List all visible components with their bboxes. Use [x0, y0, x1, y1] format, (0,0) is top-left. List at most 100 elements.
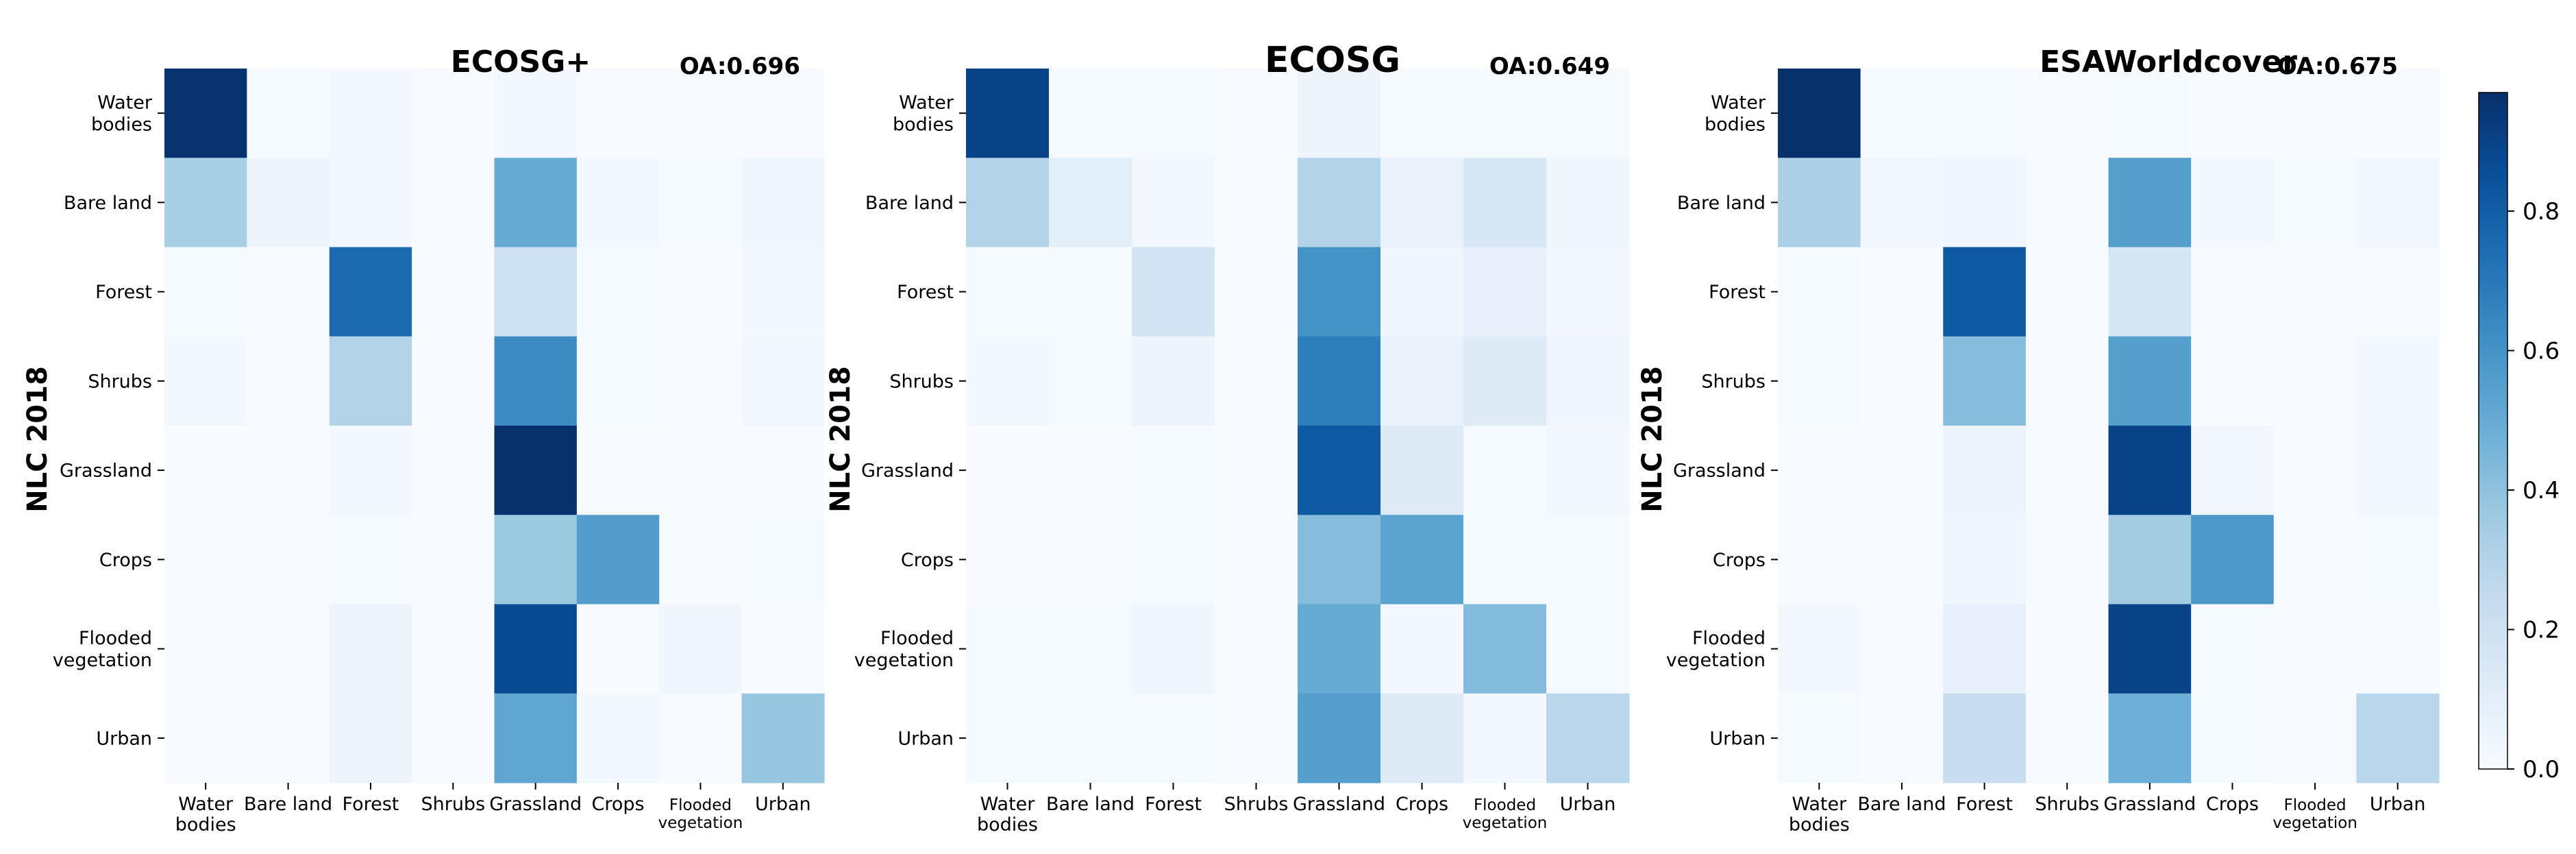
x-tick-label: Bare land — [1046, 794, 1135, 815]
heatmap-cell — [164, 604, 247, 694]
heatmap-cell — [1860, 69, 1944, 158]
heatmap-cell — [2273, 693, 2357, 783]
heatmap-cell — [1298, 604, 1381, 694]
heatmap-cell — [1463, 69, 1547, 158]
heatmap-cell — [1860, 426, 1944, 515]
heatmap-cell — [2025, 604, 2109, 694]
x-tick-label: Forest — [1956, 794, 2013, 815]
heatmap-cell — [1132, 247, 1215, 337]
x-tick-label-line: Shrubs — [421, 794, 485, 815]
y-tick-label: Crops — [901, 550, 954, 571]
colorbar-tick-label: 0.6 — [2523, 337, 2560, 365]
x-tick-label-line: vegetation — [2272, 814, 2357, 832]
heatmap-cell — [494, 69, 578, 158]
heatmap-cell — [329, 247, 412, 337]
heatmap-cell — [1778, 515, 1861, 605]
y-tick-label-line: Bare land — [64, 193, 152, 214]
heatmap-cell — [1380, 336, 1464, 426]
heatmap-cell — [2356, 604, 2440, 694]
x-tick-label-line: Crops — [1396, 794, 1448, 815]
x-tick-label: Crops — [1396, 794, 1448, 815]
heatmap-cell — [1132, 515, 1215, 605]
x-tick-label: Forest — [1145, 794, 1202, 815]
heatmap-panel-1: Water bodies Bare land Forest Shrubs Grasslan… — [22, 45, 825, 835]
heatmap-cell — [1778, 426, 1861, 515]
y-tick-label-line: Water — [97, 93, 153, 114]
heatmap-cell — [2191, 69, 2275, 158]
heatmap-cell — [1778, 247, 1861, 337]
heatmap-cell — [329, 69, 412, 158]
y-tick-label: Forest — [897, 282, 954, 303]
x-tick-label-line: Forest — [343, 794, 399, 815]
x-tick-label: Flooded vegetation — [2272, 796, 2357, 832]
heatmap-cell — [1778, 336, 1861, 426]
heatmap-cell — [576, 336, 660, 426]
y-tick-label: Grassland — [60, 461, 152, 482]
heatmap-cell — [329, 693, 412, 783]
heatmap-cell — [659, 426, 743, 515]
heatmap-cell — [2108, 693, 2192, 783]
heatmap-cell — [966, 247, 1050, 337]
heatmap-cell — [1860, 693, 1944, 783]
x-tick-label-line: vegetation — [1463, 814, 1548, 832]
heatmap-cell — [1546, 604, 1630, 694]
x-tick-label: Flooded vegetation — [1463, 796, 1548, 832]
heatmap-cell — [1380, 158, 1464, 248]
x-tick-label-line: Bare land — [244, 794, 332, 815]
heatmap-cell — [1215, 158, 1298, 248]
heatmap-cell — [164, 247, 247, 337]
y-axis-label: NLC 2018 — [1637, 366, 1668, 513]
heatmap-cell — [329, 336, 412, 426]
heatmap-cell — [494, 693, 578, 783]
heatmap-cell — [2356, 336, 2440, 426]
chart-title: ECOSG+ — [451, 45, 591, 80]
y-tick-label-line: vegetation — [854, 650, 954, 671]
heatmap-cell — [329, 604, 412, 694]
y-tick-label: Water bodies — [1705, 93, 1766, 136]
y-axis-label: NLC 2018 — [825, 366, 856, 513]
y-tick-label: Shrubs — [1701, 371, 1766, 392]
heatmap-cell — [1943, 158, 2027, 248]
y-tick-label-line: Grassland — [861, 461, 954, 482]
y-tick-label: Water bodies — [91, 93, 153, 136]
heatmap-cell — [1049, 426, 1132, 515]
heatmap-cell — [576, 426, 660, 515]
y-tick-label: Crops — [1713, 550, 1766, 571]
y-tick-label-line: Forest — [1709, 282, 1766, 303]
heatmap-cell — [1049, 158, 1132, 248]
x-tick-label: Bare land — [1857, 794, 1946, 815]
heatmap-cell — [2356, 158, 2440, 248]
y-tick-label-line: Crops — [901, 550, 954, 571]
colorbar: 0.0 0.2 0.4 0.6 0.8 — [2478, 92, 2560, 783]
heatmap-cell — [164, 336, 247, 426]
colorbar-tick-label: 0.8 — [2523, 198, 2560, 225]
heatmap-cell — [164, 426, 247, 515]
x-tick-label-line: Urban — [755, 794, 811, 815]
y-tick-label: Water bodies — [893, 93, 954, 136]
x-tick-label: Shrubs — [421, 794, 485, 815]
heatmap-cell — [2025, 158, 2109, 248]
heatmap-panel-3: Water bodies Bare land Forest Shrubs Grasslan… — [1637, 45, 2440, 835]
heatmap-cell — [1546, 515, 1630, 605]
heatmap-cell — [494, 247, 578, 337]
x-tick-label: Grassland — [2103, 794, 2196, 815]
heatmap-cell — [2356, 69, 2440, 158]
x-tick-label: Crops — [592, 794, 645, 815]
oa-annotation: OA:0.696 — [680, 53, 800, 80]
heatmap-cell — [2273, 336, 2357, 426]
heatmap-cell — [494, 604, 578, 694]
heatmap-cell — [1215, 336, 1298, 426]
heatmap-cell — [247, 604, 330, 694]
heatmap-cell — [1546, 336, 1630, 426]
heatmap-cell — [247, 426, 330, 515]
y-tick-label-line: Bare land — [1677, 193, 1766, 214]
heatmap-cell — [1463, 604, 1547, 694]
heatmap-cell — [2273, 247, 2357, 337]
heatmap-cell — [1943, 515, 2027, 605]
x-tick-label: Water bodies — [1789, 794, 1850, 835]
x-tick-label-line: Urban — [1560, 794, 1616, 815]
x-tick-label-line: Crops — [2206, 794, 2259, 815]
heatmap-cell — [1132, 158, 1215, 248]
heatmap-cell — [1049, 69, 1132, 158]
